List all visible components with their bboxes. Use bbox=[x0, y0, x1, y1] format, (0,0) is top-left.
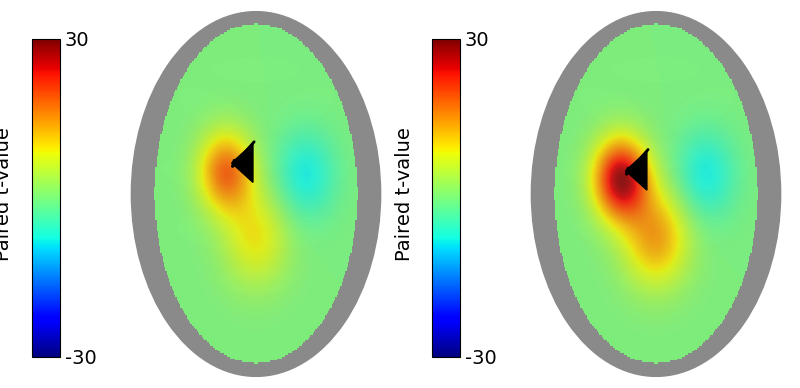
Ellipse shape bbox=[210, 142, 302, 169]
Text: Paired t-value: Paired t-value bbox=[0, 127, 14, 261]
Ellipse shape bbox=[270, 88, 334, 129]
Ellipse shape bbox=[696, 160, 750, 189]
Ellipse shape bbox=[610, 142, 702, 169]
Text: Paired t-value: Paired t-value bbox=[394, 127, 414, 261]
Polygon shape bbox=[626, 151, 647, 190]
Polygon shape bbox=[232, 144, 253, 182]
Ellipse shape bbox=[296, 160, 350, 189]
Ellipse shape bbox=[218, 266, 294, 293]
Ellipse shape bbox=[670, 88, 734, 129]
Ellipse shape bbox=[162, 160, 216, 189]
Ellipse shape bbox=[131, 12, 381, 376]
Ellipse shape bbox=[178, 218, 243, 248]
Ellipse shape bbox=[614, 58, 698, 81]
Ellipse shape bbox=[562, 160, 616, 189]
Ellipse shape bbox=[578, 88, 642, 129]
Ellipse shape bbox=[214, 58, 298, 81]
Ellipse shape bbox=[578, 218, 643, 248]
Ellipse shape bbox=[669, 218, 734, 248]
Ellipse shape bbox=[531, 12, 781, 376]
Ellipse shape bbox=[178, 88, 242, 129]
Ellipse shape bbox=[618, 266, 694, 293]
Ellipse shape bbox=[269, 218, 334, 248]
